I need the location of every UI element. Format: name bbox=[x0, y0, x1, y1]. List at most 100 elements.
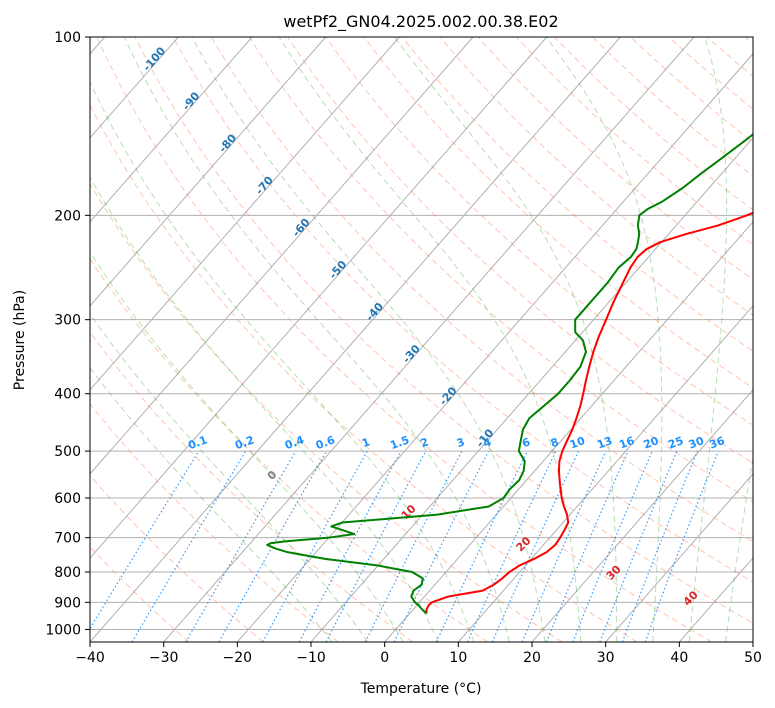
moist-adiabat-label: 20 bbox=[514, 534, 534, 554]
background-lines bbox=[90, 37, 775, 642]
mixing-ratio-line bbox=[262, 450, 368, 642]
y-tick-label: 1000 bbox=[45, 622, 81, 638]
mixing-ratio-label: 36 bbox=[708, 434, 727, 452]
isotherm-line bbox=[752, 641, 753, 642]
mixing-ratio-label: 0.6 bbox=[314, 433, 337, 452]
mixing-ratio-label: 4 bbox=[481, 435, 493, 450]
y-tick-label: 600 bbox=[54, 491, 81, 507]
dry-adiabat bbox=[515, 37, 753, 246]
moist-adiabat bbox=[90, 81, 475, 642]
isotherm-label: -20 bbox=[437, 384, 460, 408]
mixing-ratio-line bbox=[393, 450, 490, 642]
moist-adiabat bbox=[545, 37, 663, 642]
mixing-ratio-label: 6 bbox=[520, 435, 532, 450]
mixing-ratio-line bbox=[644, 450, 719, 642]
isotherm-line bbox=[90, 37, 327, 307]
mixing-ratio-label: 13 bbox=[595, 434, 614, 451]
dry-adiabat bbox=[134, 37, 753, 624]
y-tick-label: 200 bbox=[54, 208, 81, 224]
mixing-ratio-label: 2 bbox=[419, 435, 431, 450]
isotherm-label: -50 bbox=[327, 258, 350, 282]
isotherm-label: -70 bbox=[253, 174, 276, 198]
isotherm-line bbox=[605, 473, 753, 642]
x-axis-title: Temperature (°C) bbox=[360, 681, 482, 697]
mixing-ratio-line bbox=[325, 450, 427, 642]
isopleth-labels: -100-90-80-70-60-50-40-30-20-100.1 0.2 0.4… bbox=[140, 44, 726, 608]
x-tick-label: 50 bbox=[744, 650, 762, 666]
isotherm-line bbox=[531, 389, 753, 642]
moist-adiabat bbox=[762, 37, 775, 642]
moist-adiabat-label: 10 bbox=[399, 502, 419, 522]
chart-title: wetPf2_GN04.2025.002.00.38.E02 bbox=[283, 12, 558, 32]
dry-adiabat bbox=[249, 37, 753, 503]
mixing-ratio-line bbox=[572, 450, 653, 642]
dry-adiabat bbox=[172, 37, 753, 583]
y-tick-label: 900 bbox=[54, 595, 81, 611]
dry-adiabat bbox=[90, 546, 190, 642]
isotherm-line bbox=[457, 305, 753, 642]
mixing-ratio-label: 25 bbox=[666, 434, 685, 451]
x-tick-label: 0 bbox=[380, 650, 389, 666]
moist-adiabat bbox=[90, 313, 369, 642]
mixing-ratio-line bbox=[545, 450, 629, 642]
dry-adiabat bbox=[90, 331, 414, 642]
mixing-ratio-label: 16 bbox=[617, 434, 636, 452]
dry-adiabat bbox=[90, 182, 563, 642]
dry-adiabat bbox=[706, 37, 753, 77]
mixing-ratio-label: 0.2 bbox=[233, 433, 256, 452]
mixing-ratio-label: 8 bbox=[549, 435, 561, 450]
y-axis-title: Pressure (hPa) bbox=[12, 290, 28, 390]
y-axis: 100 200 300 400 500 600 700 800 900 1000 bbox=[45, 30, 90, 638]
isotherm-line bbox=[90, 37, 548, 559]
dry-adiabat bbox=[592, 37, 753, 177]
dry-adiabat bbox=[744, 37, 753, 45]
mixing-ratio-line bbox=[599, 450, 678, 642]
isotherm-line bbox=[90, 37, 474, 475]
isotherm-label: -60 bbox=[290, 216, 313, 240]
temperature-profile bbox=[425, 211, 753, 614]
dry-adiabat bbox=[90, 403, 339, 642]
x-tick-label: 40 bbox=[670, 650, 688, 666]
moist-adiabat bbox=[90, 366, 333, 642]
isotherm-label: -100 bbox=[140, 44, 168, 74]
dewpoint-profile bbox=[266, 133, 753, 615]
mixing-ratio-line bbox=[364, 450, 463, 642]
x-tick-label: 20 bbox=[523, 650, 541, 666]
isotherm-label: -90 bbox=[180, 89, 203, 113]
y-tick-label: 800 bbox=[54, 565, 81, 581]
isotherm-line bbox=[384, 221, 753, 642]
mixing-ratio-label: 0.1 bbox=[186, 433, 209, 452]
mixing-ratio-line bbox=[298, 450, 402, 642]
moist-adiabat bbox=[278, 37, 582, 642]
mixing-ratio-label: 20 bbox=[642, 434, 661, 452]
plot-frame bbox=[89, 36, 754, 643]
y-tick-label: 400 bbox=[54, 387, 81, 403]
isotherm-line bbox=[163, 37, 695, 642]
moist-adiabat bbox=[688, 37, 728, 642]
x-tick-label: −20 bbox=[223, 650, 253, 666]
mixing-ratio-label: 1.5 bbox=[388, 433, 411, 452]
dry-adiabat bbox=[439, 37, 753, 316]
x-tick-label: −40 bbox=[75, 650, 105, 666]
x-tick-label: −10 bbox=[296, 650, 326, 666]
mixing-ratio-label: 30 bbox=[687, 434, 706, 452]
x-tick-label: −30 bbox=[149, 650, 179, 666]
dry-adiabat bbox=[90, 257, 488, 642]
dry-adiabat bbox=[90, 104, 638, 642]
isotherm-line bbox=[310, 137, 753, 642]
mixing-ratio-line bbox=[90, 450, 200, 630]
moist-adiabat-label: 30 bbox=[604, 563, 624, 583]
mixing-ratio-line bbox=[521, 450, 607, 642]
x-tick-label: 30 bbox=[597, 650, 615, 666]
moist-adiabat bbox=[90, 176, 439, 642]
mixing-ratio-label: 0.4 bbox=[283, 433, 306, 452]
dry-adiabat bbox=[210, 37, 753, 543]
moist-adiabat bbox=[191, 37, 546, 642]
isotherm-label: -30 bbox=[400, 342, 423, 366]
isotherm-label: -80 bbox=[216, 131, 239, 155]
y-tick-label: 100 bbox=[54, 30, 81, 46]
isotherm-line bbox=[678, 557, 753, 642]
moist-adiabat bbox=[123, 37, 510, 642]
dry-adiabat bbox=[90, 474, 264, 642]
